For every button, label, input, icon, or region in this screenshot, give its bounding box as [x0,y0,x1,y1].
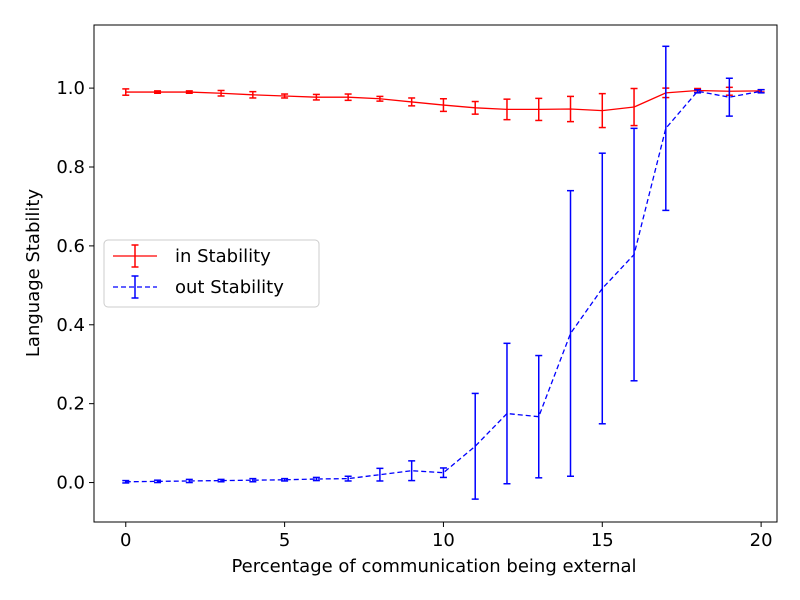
out-stability-errorbar-10 [439,467,447,479]
out-stability-errorbar-13 [535,354,543,479]
y-tick-label: 0.6 [56,236,85,257]
out-stability-errorbar-20 [757,88,765,94]
out-stability-errorbar-14 [567,189,575,477]
out-stability-line [125,90,762,483]
legend-label: out Stability [175,277,284,298]
x-axis-label: Percentage of communication being extern… [231,556,636,577]
y-tick-label: 0.8 [56,157,85,178]
legend-box [103,239,320,308]
out-stability-errorbar-19 [725,77,733,117]
legend-label: in Stability [175,246,271,267]
out-stability-errorbar-6 [312,476,320,482]
out-stability-errorbar-1 [154,479,162,484]
out-stability-errorbar-11 [471,392,479,500]
legend: in Stability out Stability [103,239,320,308]
plot-frame [93,24,778,523]
legend-item-in-stability: in Stability [113,244,271,268]
y-tick-label: 0.0 [56,473,85,494]
x-tick-label: 20 [750,530,773,551]
out-stability-errorbar-17 [662,45,670,212]
in-stability-line [125,89,762,112]
out-stability-errorbar-5 [281,477,289,482]
x-tick-label: 10 [432,530,455,551]
out-stability-errorbar-12 [503,342,511,485]
legend-item-out-stability: out Stability [113,275,284,299]
out-stability-errorbar-15 [598,152,606,425]
out-stability-errorbar-7 [344,475,352,482]
x-tick-label: 5 [279,530,290,551]
y-tick-label: 1.0 [56,78,85,99]
out-stability-errorbar-4 [249,477,257,483]
out-stability-errorbar-2 [185,478,193,484]
out-stability-errorbar-8 [376,467,384,482]
x-tick-label: 15 [591,530,614,551]
out-stability-errorbar-9 [408,460,416,482]
y-axis-label: Language Stability [23,189,44,358]
out-stability-errorbar-18 [694,88,702,94]
out-stability-errorbar-3 [217,478,225,483]
y-tick-label: 0.4 [56,315,85,336]
x-tick-label: 0 [120,530,131,551]
y-tick-label: 0.2 [56,394,85,415]
